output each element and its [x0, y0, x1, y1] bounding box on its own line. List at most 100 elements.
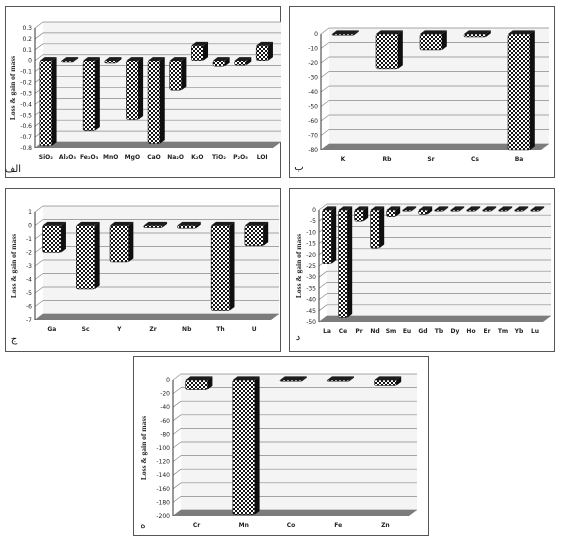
bar-side [181, 57, 187, 91]
bar-front [434, 209, 444, 212]
chart-major-oxides-svg: 0.3 0.2 0.1 0 -0.1 -0.2 -0.3 -0.4 -0.5 -0.6 -0.7 -0… [5, 6, 281, 178]
x-tick-label: Zr [149, 326, 156, 333]
y-tick-label: -50 [308, 104, 318, 111]
y-tick-label: -60 [160, 418, 170, 425]
bar-top [338, 206, 353, 210]
y-tick-label: -70 [308, 133, 318, 140]
bar-side [162, 221, 168, 228]
y-tick-label: -60 [308, 118, 318, 125]
x-tick-label: Yb [514, 328, 524, 335]
y-tick-label: -30 [306, 274, 316, 281]
y-tick-label: -80 [160, 431, 170, 438]
bar-Zr [143, 221, 168, 228]
gridline-depth [320, 27, 330, 35]
y-axis-label: Loss & gain of mass [8, 56, 17, 120]
bar-front [418, 209, 428, 215]
bar-side [475, 206, 481, 212]
bar-side [396, 376, 402, 386]
bar-side [224, 57, 230, 67]
bar-front [126, 60, 139, 120]
bar-front [185, 379, 208, 390]
bar-front [147, 60, 161, 144]
bar-top [110, 221, 134, 226]
bar-front [498, 209, 508, 212]
bar-top [143, 221, 168, 226]
bar-front [450, 209, 460, 212]
x-tick-label: Tm [498, 328, 508, 335]
chart-floor [35, 314, 279, 320]
bar-front [354, 209, 364, 222]
x-tick-label: Ga [47, 326, 56, 333]
x-tick-label: Tb [435, 328, 444, 335]
y-tick-label: -180 [156, 499, 170, 506]
gridline-depth [34, 219, 44, 226]
bar-side [203, 41, 209, 61]
bar-side [254, 376, 260, 515]
panel-label: ج [11, 334, 18, 345]
bar-top [256, 41, 273, 46]
gridline-depth [320, 100, 330, 107]
gridline-depth [320, 114, 330, 122]
gridline-depth [318, 293, 328, 300]
y-tick-label: -20 [308, 60, 318, 67]
bar-top [466, 206, 481, 210]
gridline-depth [34, 232, 44, 240]
bar-top [148, 57, 165, 61]
bar-side [347, 206, 353, 318]
bar-top [61, 57, 79, 61]
bar-Ba [507, 30, 535, 151]
gridline-depth [172, 496, 182, 503]
bar-MnO [104, 57, 122, 64]
bar-front [76, 225, 96, 290]
x-tick-label: SiO₂ [39, 154, 53, 161]
x-tick-label: Ho [466, 328, 475, 335]
bar-P₂O₅ [234, 57, 252, 66]
bar-front [530, 209, 540, 212]
bar-Rb [375, 30, 403, 70]
x-tick-label: La [323, 328, 331, 335]
bar-side [128, 221, 134, 262]
chart-ree-svg: 0 -5 -10 -15 -20 -25 -30 -35 -40 -45 -50 La Ce Pr Nd Sm… [289, 188, 555, 352]
y-tick-label: 0 [166, 377, 170, 384]
bar-Eu [402, 206, 417, 212]
chart-hfse-svg: 1 0 -1 -2 -3 -4 -5 -6 -7 Ga Sc Y Zr Nb Th U Loss & gain … [5, 188, 281, 352]
bar-Th [210, 221, 235, 311]
bar-front [466, 209, 476, 212]
bar-top [244, 221, 269, 226]
gridline-depth [172, 441, 182, 449]
x-tick-label: Dy [451, 328, 460, 335]
y-tick-label: -1 [26, 236, 32, 243]
y-tick-label: -7 [26, 317, 32, 324]
gridline-depth [320, 71, 330, 78]
gridline-depth [34, 32, 44, 40]
bar-K [331, 30, 359, 36]
y-tick-label: -20 [306, 252, 316, 259]
x-tick-label: MnO [103, 154, 118, 161]
y-tick-label: 0 [312, 207, 316, 214]
bar-top [280, 376, 307, 380]
x-tick-label: Fe₂O₃ [80, 154, 99, 161]
bar-front [514, 209, 524, 212]
y-tick-label: -40 [160, 404, 170, 411]
x-tick-label: Na₂O [167, 154, 184, 161]
bar-side [73, 57, 79, 62]
y-axis-label: Loss & gain of mass [294, 234, 303, 298]
bar-U [244, 221, 269, 247]
bar-side [427, 206, 433, 215]
y-tick-label: -0.1 [20, 69, 32, 76]
gridline-depth [34, 43, 44, 51]
bar-top [234, 57, 252, 61]
gridline-depth [172, 468, 182, 476]
bar-front [255, 45, 269, 62]
bar-Yb [514, 206, 529, 212]
x-tick-label: Rb [383, 156, 393, 163]
gridline-depth [320, 129, 330, 136]
gridline-depth [320, 85, 330, 93]
chart-panel-major-oxides: 0.3 0.2 0.1 0 -0.1 -0.2 -0.3 -0.4 -0.5 -0.6 -0.7 -0… [5, 6, 281, 178]
gridline-depth [318, 282, 328, 289]
bar-top [498, 206, 513, 210]
x-tick-label: Eu [403, 328, 411, 335]
x-tick-label: K₂O [191, 154, 203, 161]
gridline-depth [318, 270, 328, 278]
bar-top [332, 30, 359, 34]
